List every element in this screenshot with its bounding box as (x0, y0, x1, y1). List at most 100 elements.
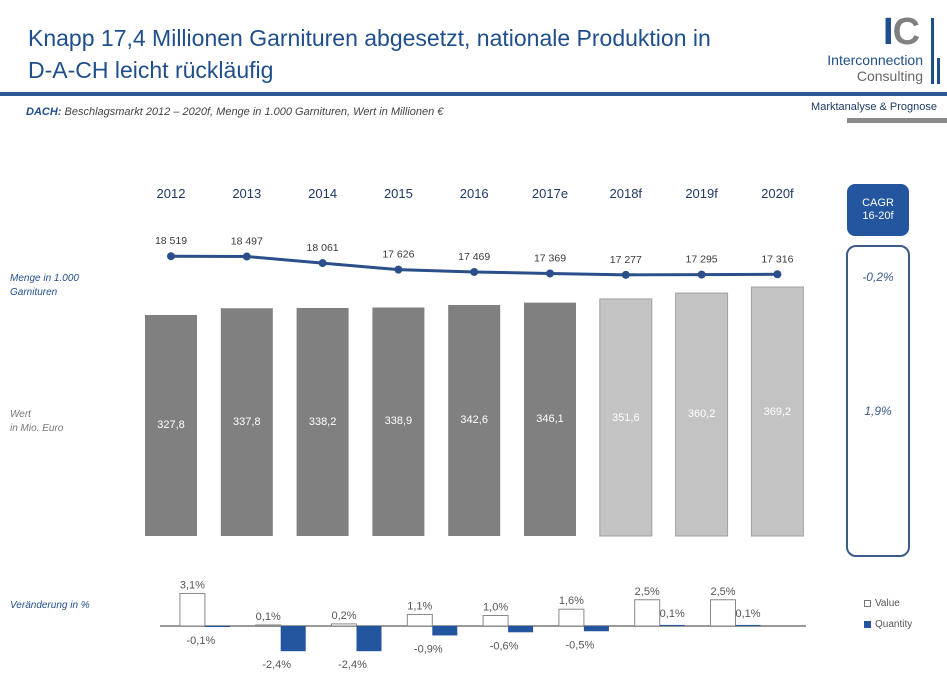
change-quantity-label: -0,9% (414, 643, 443, 655)
value-bar-label: 360,2 (688, 408, 716, 420)
legend-swatch-quantity (864, 620, 871, 628)
wert-label: Wert in Mio. Euro (10, 408, 63, 436)
change-value-label: 0,1% (256, 611, 281, 623)
quantity-point (470, 267, 479, 276)
change-value-bar (634, 599, 661, 627)
legend-label-quantity: Quantity (875, 619, 913, 630)
wert-label-line2: in Mio. Euro (10, 423, 64, 434)
cagr-box (846, 245, 910, 557)
legend-swatch-value (864, 599, 871, 607)
cagr-header: CAGR 16-20f (847, 184, 909, 236)
value-bar-label: 337,8 (233, 416, 261, 428)
quantity-point (318, 259, 327, 268)
subtitle-text: Beschlagsmarkt 2012 – 2020f, Menge in 1.… (61, 106, 444, 118)
value-bar (750, 286, 804, 537)
change-value-label: 1,1% (407, 600, 432, 612)
value-bar-label: 338,2 (309, 416, 337, 428)
cagr-value: 1,9% (864, 404, 892, 418)
value-bar-label: 342,6 (460, 414, 488, 426)
change-value-bar (482, 615, 509, 627)
logo-text-line2: Consulting (856, 68, 923, 84)
value-bar (448, 304, 501, 536)
cagr-quantity: -0,2% (862, 270, 894, 284)
change-quantity-label: -0,5% (566, 639, 595, 651)
change-quantity-label: 0,1% (660, 608, 685, 620)
tagline-bar (847, 118, 947, 123)
change-quantity-label: -0,1% (187, 635, 216, 647)
change-quantity-bar (432, 626, 458, 636)
quantity-label: 17 277 (610, 254, 642, 266)
value-bar-label: 327,8 (157, 419, 185, 431)
change-value-bar (255, 624, 282, 627)
change-value-bar (179, 592, 206, 627)
value-bar-label: 346,1 (536, 413, 564, 425)
change-value-bar (331, 623, 357, 627)
change-quantity-label: -2,4% (338, 659, 367, 671)
change-quantity-bar (735, 624, 761, 626)
change-label: Veränderung in % (10, 600, 90, 611)
tagline: Marktanalyse & Prognose (811, 101, 937, 113)
change-quantity-label: 0,1% (735, 608, 760, 620)
logo-letter-c: C (892, 11, 920, 53)
wert-label-line1: Wert (10, 409, 31, 420)
quantity-point (773, 270, 782, 279)
quantity-label: 18 497 (231, 236, 263, 248)
logo-text-line1: Interconnection (827, 52, 923, 68)
value-bar (296, 307, 349, 536)
change-quantity-bar (659, 624, 685, 626)
year-label: 2020f (761, 186, 794, 201)
year-label: 2013 (232, 186, 261, 201)
menge-label: Menge in 1.000 Garnituren (10, 272, 79, 300)
quantity-label: 17 316 (761, 253, 793, 265)
quantity-point (394, 265, 403, 274)
quantity-point (242, 252, 251, 261)
year-label: 2012 (157, 186, 186, 201)
year-label: 2019f (685, 186, 718, 201)
company-logo: IC Interconnection Consulting (815, 11, 945, 86)
value-bar (524, 302, 576, 536)
value-bar (372, 307, 425, 536)
legend-item-value: Value (864, 598, 900, 609)
quantity-point (621, 270, 630, 279)
change-quantity-bar (583, 626, 609, 632)
value-bar (145, 315, 197, 536)
logo-mark: IC (883, 11, 920, 53)
change-quantity-label: -2,4% (262, 659, 291, 671)
quantity-label: 17 369 (534, 252, 566, 264)
title-line-2: D-A-CH leicht rückläufig (28, 57, 274, 83)
cagr-title: CAGR (862, 197, 894, 209)
year-label: 2016 (460, 186, 489, 201)
header-rule (0, 92, 947, 96)
value-bar (220, 308, 273, 536)
quantity-label: 17 295 (686, 254, 718, 266)
quantity-label: 18 061 (307, 242, 339, 254)
change-value-bar (406, 613, 433, 627)
legend-label-value: Value (875, 598, 900, 609)
quantity-point (167, 252, 175, 261)
quantity-label: 17 626 (382, 249, 414, 261)
logo-bar-short (937, 58, 940, 84)
change-value-label: 1,6% (559, 595, 584, 607)
change-value-bar (558, 608, 585, 627)
menge-label-line2: Garnituren (10, 287, 58, 298)
change-quantity-bar (280, 626, 306, 652)
logo-letter-i: I (883, 11, 894, 53)
subtitle-region: DACH: (26, 106, 62, 118)
value-bar (599, 298, 653, 537)
value-bar-label: 338,9 (385, 415, 413, 427)
change-value-label: 2,5% (635, 586, 660, 598)
change-quantity-bar (508, 626, 534, 633)
value-bar-label: 351,6 (612, 412, 640, 424)
change-quantity-bar (356, 626, 382, 652)
change-value-bar (710, 599, 736, 627)
year-label: 2015 (384, 186, 413, 201)
legend-item-quantity: Quantity (864, 619, 912, 630)
change-value-label: 2,5% (710, 586, 735, 598)
cagr-period: 16-20f (862, 210, 894, 222)
quantity-point (697, 270, 706, 279)
subtitle: DACH: Beschlagsmarkt 2012 – 2020f, Menge… (26, 106, 443, 118)
change-value-label: 1,0% (483, 602, 508, 614)
value-bar-label: 369,2 (764, 406, 792, 418)
menge-label-line1: Menge in 1.000 (10, 273, 79, 284)
